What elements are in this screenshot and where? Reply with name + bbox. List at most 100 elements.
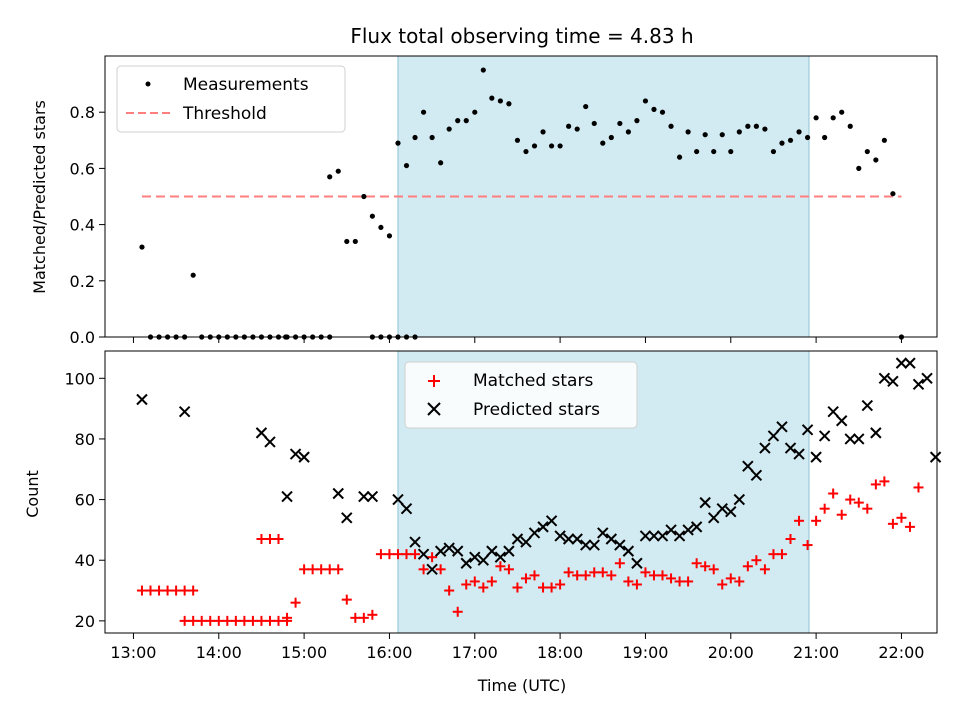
matched-star-point — [734, 576, 745, 587]
top-x-ticks — [132, 337, 902, 343]
matched-star-point — [196, 615, 207, 626]
predicted-star-point-b — [878, 372, 891, 384]
measurement-point — [873, 157, 879, 163]
xtick-label: 13:00 — [110, 643, 156, 662]
measurement-point — [548, 143, 555, 149]
predicted-star-point — [289, 448, 302, 460]
bottom-y-axis-label: Count — [23, 470, 42, 518]
bottom-ytick-label: 60 — [75, 491, 95, 510]
measurement-point — [463, 118, 469, 124]
predicted-star-point — [853, 433, 865, 445]
predicted-star-point — [827, 405, 839, 418]
predicted-star-point — [545, 515, 558, 527]
predicted-star-point — [733, 493, 746, 506]
matched-star-point — [299, 564, 310, 575]
measurement-point — [770, 148, 777, 155]
measurement-point — [489, 95, 495, 101]
matched-star-point — [324, 564, 335, 575]
predicted-star-point — [562, 533, 575, 545]
predicted-star-point-b — [486, 545, 498, 557]
matched-star-point — [188, 585, 199, 596]
matched-star-point — [657, 570, 668, 581]
matched-star-point — [725, 573, 736, 584]
matched-star-point — [580, 570, 591, 581]
measurement-point — [514, 137, 521, 143]
predicted-star-point-b — [614, 539, 626, 551]
matched-star-point — [563, 567, 574, 578]
predicted-star-point-b — [409, 536, 421, 548]
matched-star-point — [486, 576, 497, 587]
predicted-star-point — [699, 496, 711, 509]
matched-star-point — [853, 497, 864, 508]
matched-star-point — [469, 576, 480, 587]
predicted-star-point — [639, 530, 652, 542]
matched-star-point — [282, 612, 293, 623]
top-plot-frame — [104, 55, 938, 338]
predicted-star-point-b — [426, 563, 438, 576]
measurement-point — [600, 140, 606, 146]
matched-star-point — [623, 576, 634, 587]
predicted-star-point-b — [255, 427, 268, 439]
predicted-star-point — [682, 524, 694, 536]
predicted-star-point-b — [827, 405, 839, 418]
matched-star-point — [819, 503, 830, 514]
matched-star-point — [418, 564, 429, 575]
matched-star-point — [572, 570, 583, 581]
matched-star-point — [341, 594, 352, 605]
matched-star-point — [742, 561, 753, 572]
matched-star-point — [751, 555, 762, 566]
measurement-point — [839, 109, 845, 115]
matched-star-point — [316, 564, 327, 575]
matched-star-point — [640, 567, 651, 578]
predicted-star-point-b — [639, 530, 652, 542]
predicted-star-point-b — [682, 524, 694, 536]
top-ytick-label: 0.0 — [70, 328, 95, 347]
predicted-star-point — [673, 530, 686, 542]
bottom-x-ticks: 13:00 14:00 15:00 16:00 17:00 18:00 19:00 20:00… — [110, 633, 924, 662]
predicted-star-point — [605, 533, 618, 545]
matched-star-point — [683, 576, 694, 587]
matched-star-point — [674, 576, 685, 587]
predicted-star-point-b — [921, 372, 933, 384]
measurement-point — [139, 244, 145, 250]
bottom-chart: 20 40 60 80 100 13:00 14:00 15:00 16:00 17:00 18:… — [23, 350, 942, 695]
predicted-star-point-b — [358, 490, 370, 503]
matched-star-point — [785, 534, 796, 544]
measurement-point — [361, 193, 367, 200]
predicted-star-point — [528, 527, 541, 539]
predicted-star-point — [648, 530, 660, 542]
predicted-star-point — [912, 378, 925, 391]
top-ytick-label: 0.2 — [70, 272, 95, 291]
matched-star-point — [597, 567, 608, 578]
predicted-star-point-b — [725, 506, 737, 518]
predicted-star-point — [870, 427, 882, 439]
matched-star-point — [717, 579, 728, 590]
predicted-star-point — [904, 357, 916, 369]
predicted-star-point — [665, 524, 677, 536]
xtick-label: 17:00 — [452, 643, 498, 662]
predicted-star-point-b — [503, 545, 515, 557]
top-ytick-label: 0.6 — [70, 159, 95, 178]
matched-star-point — [136, 585, 147, 596]
predicted-star-point — [631, 557, 643, 569]
predicted-star-point-b — [562, 533, 575, 545]
predicted-star-point — [426, 563, 438, 576]
measurement-point — [787, 137, 794, 143]
bottom-ytick-label: 20 — [75, 612, 95, 631]
matched-star-point — [836, 509, 847, 520]
top-y-ticks: 0.0 0.2 0.4 0.6 0.8 — [70, 103, 105, 347]
matched-star-point — [179, 615, 190, 626]
predicted-star-point — [725, 506, 737, 518]
matched-star-point — [896, 512, 907, 523]
measurement-point — [429, 134, 435, 141]
predicted-star-point-b — [801, 424, 814, 436]
matched-star-point — [811, 515, 822, 526]
matched-star-point — [512, 582, 523, 593]
matched-star-point — [392, 549, 403, 560]
predicted-star-point — [793, 448, 805, 460]
matched-stars-legend-marker — [428, 375, 440, 387]
predicted-star-point-b — [136, 393, 148, 406]
predicted-star-point — [844, 433, 856, 445]
predicted-star-point-b — [298, 451, 310, 463]
predicted-star-point-b — [366, 490, 379, 503]
